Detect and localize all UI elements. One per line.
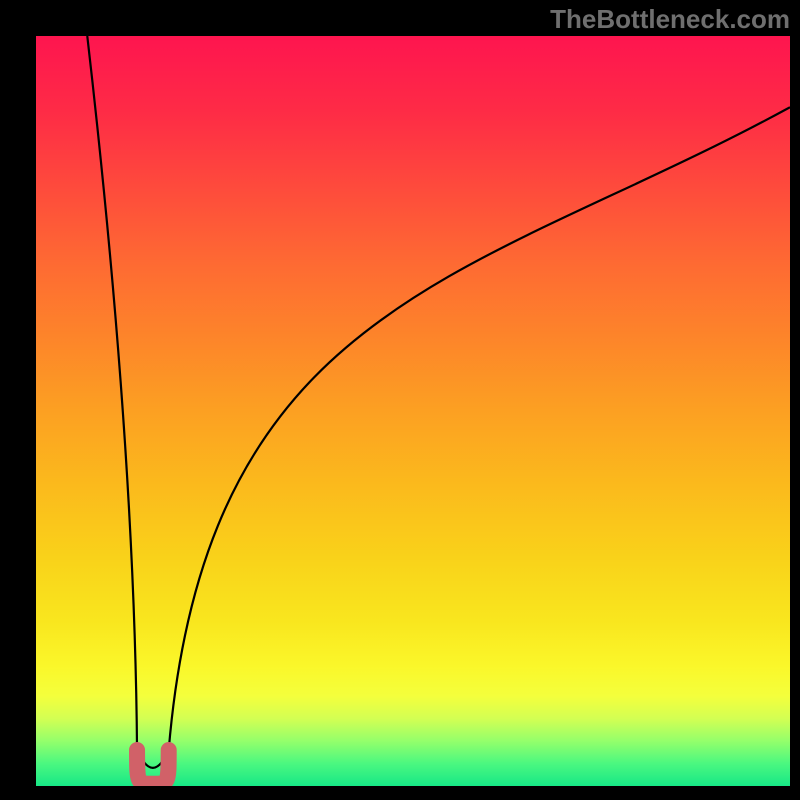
plot-area [36, 36, 790, 786]
chart-svg [36, 36, 790, 786]
watermark-text: TheBottleneck.com [550, 4, 790, 35]
chart-wrapper: TheBottleneck.com [0, 0, 800, 800]
curve-right-branch [169, 107, 790, 750]
curve-left-branch [87, 36, 137, 750]
